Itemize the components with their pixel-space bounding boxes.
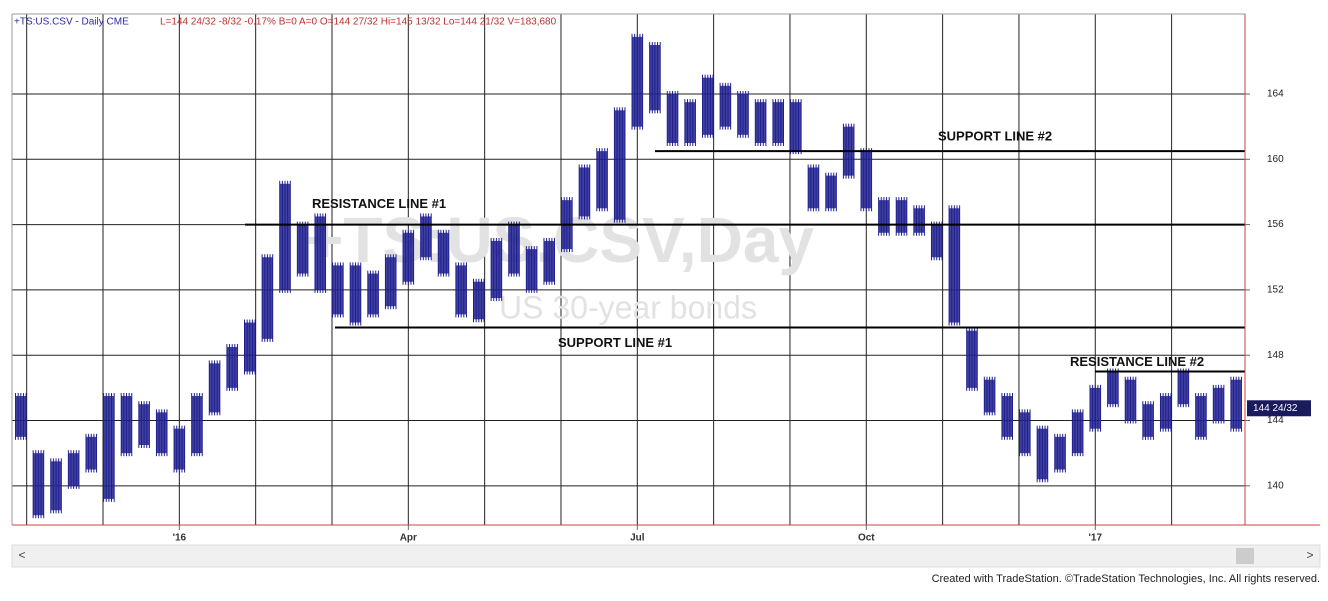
annotation-label: RESISTANCE LINE #2 xyxy=(1070,354,1204,369)
annotation-label: SUPPORT LINE #1 xyxy=(558,335,672,350)
annotations: RESISTANCE LINE #1 SUPPORT LINE #2 SUPPORT… xyxy=(245,129,1245,373)
y-tick-label: 140 xyxy=(1267,480,1284,491)
grid xyxy=(12,14,1245,525)
annotation-label: RESISTANCE LINE #1 xyxy=(312,196,446,211)
quote: L=144 24/32 -8/32 -0.17% B=0 A=0 O=144 2… xyxy=(160,17,557,28)
price-bars xyxy=(15,33,1242,519)
y-tick-label: 160 xyxy=(1267,154,1284,165)
watermark-subtitle: US 30-year bonds xyxy=(499,289,757,325)
annotation-label: SUPPORT LINE #2 xyxy=(938,129,1052,144)
scroll-left[interactable]: < xyxy=(18,548,25,562)
scroll-right[interactable]: > xyxy=(1306,548,1313,562)
x-tick-label: Apr xyxy=(400,533,417,544)
watermark: +TS:US.CSV,Day xyxy=(306,204,814,276)
x-tick-label: '16 xyxy=(173,533,187,544)
x-tick-label: Jul xyxy=(630,533,645,544)
y-tick-label: 156 xyxy=(1267,219,1284,230)
footer: Created with TradeStation. ©TradeStation… xyxy=(932,573,1320,585)
scroll-thumb[interactable] xyxy=(1236,548,1254,564)
last-price-box xyxy=(1247,400,1311,417)
symbol: +TS:US.CSV - Daily CME xyxy=(14,17,129,28)
last-price-label: 144 24/32 xyxy=(1253,403,1298,414)
y-tick-label: 164 xyxy=(1267,89,1284,100)
x-tick-label: '17 xyxy=(1089,533,1103,544)
y-tick-label: 148 xyxy=(1267,350,1284,361)
scrollbar[interactable] xyxy=(11,544,1321,568)
y-tick-label: 144 xyxy=(1267,415,1284,426)
x-tick-label: Oct xyxy=(858,533,875,544)
y-tick-label: 152 xyxy=(1267,285,1284,296)
